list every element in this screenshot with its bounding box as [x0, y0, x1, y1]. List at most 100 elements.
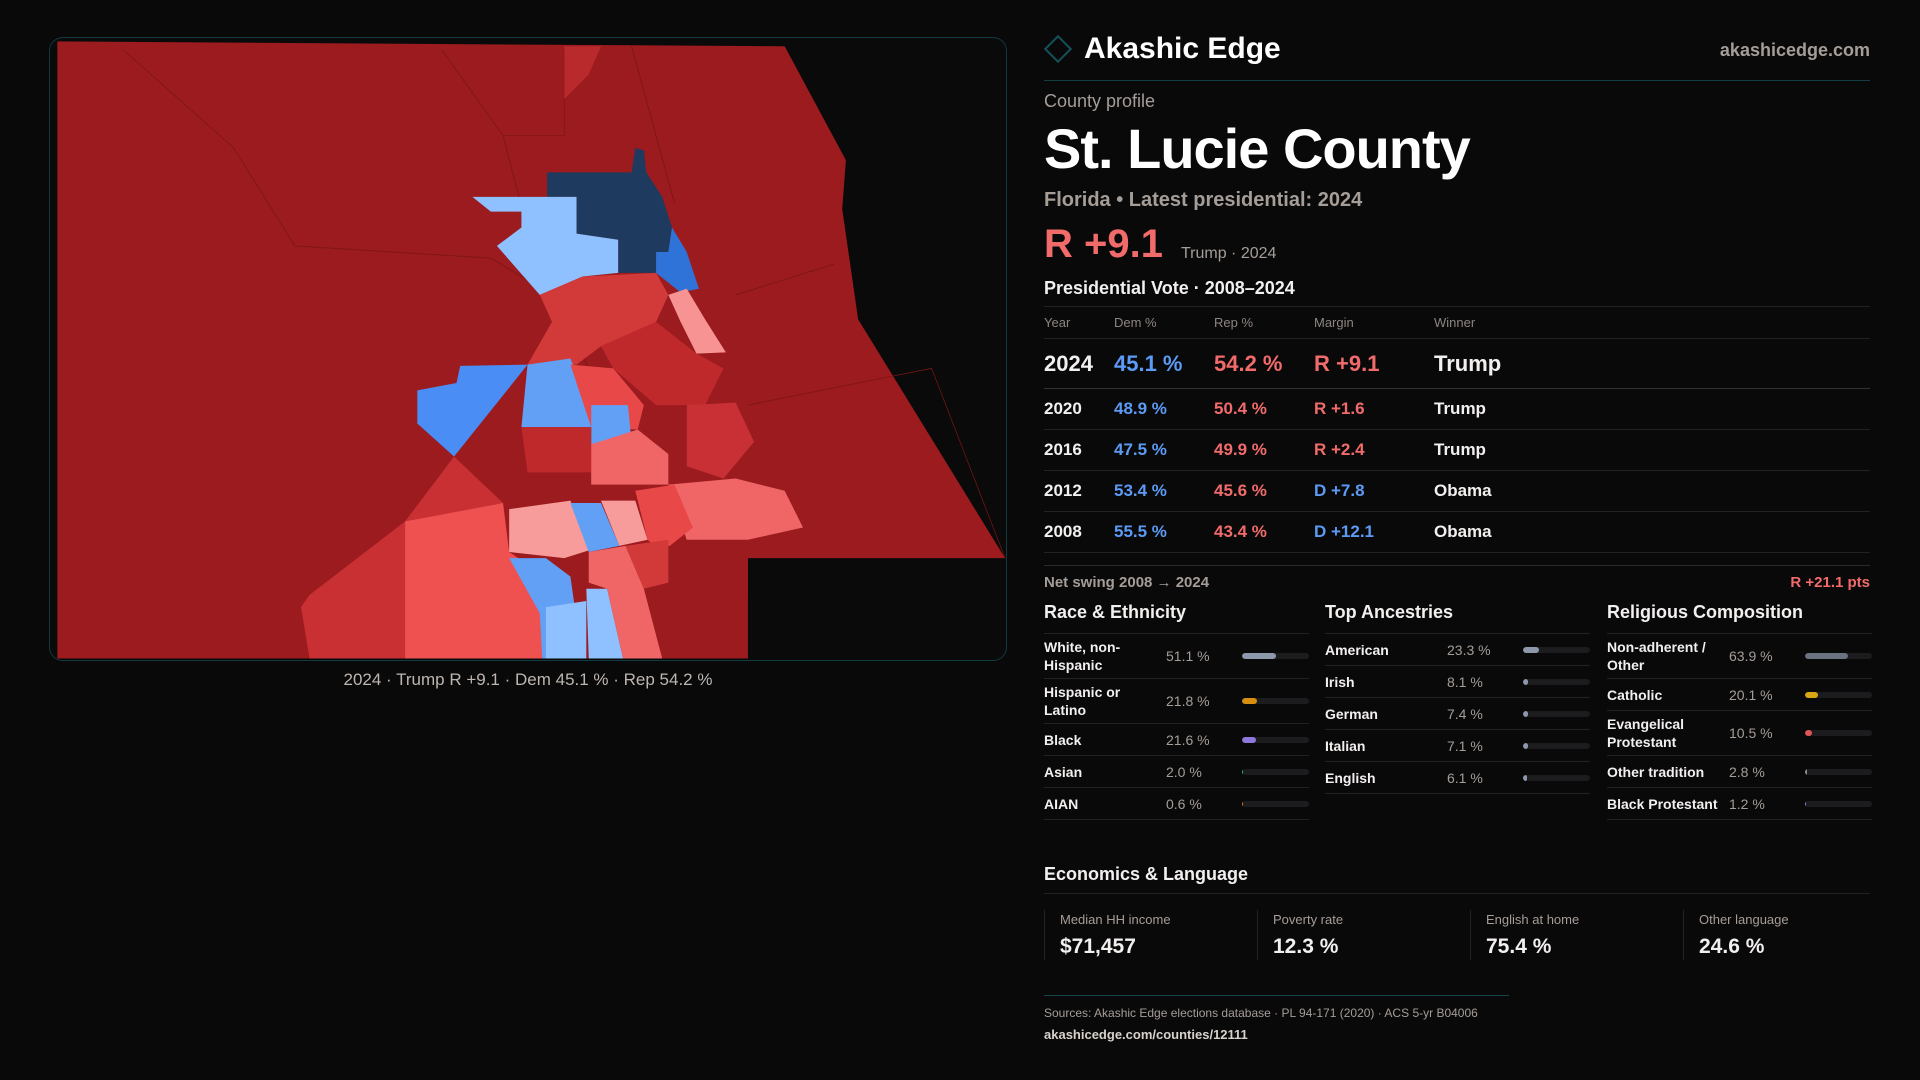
- race-bar: [1242, 736, 1309, 743]
- vote-winner: Obama: [1434, 470, 1870, 512]
- precinct-rep: [601, 321, 724, 406]
- religion-row: Black Protestant 1.2 %: [1607, 788, 1872, 820]
- precinct-rep-lean: [601, 500, 648, 546]
- precinct-dem: [417, 364, 528, 457]
- col-rep: Rep %: [1214, 306, 1314, 339]
- precinct-dem: [591, 405, 632, 445]
- race-row: Black 21.6 %: [1044, 724, 1309, 756]
- ancestry-row: American 23.3 %: [1325, 634, 1590, 666]
- race-label: White, non-Hispanic: [1044, 639, 1121, 673]
- economics-divider: [1044, 893, 1870, 894]
- vote-winner: Trump: [1434, 429, 1870, 471]
- race-row: Hispanic or Latino 21.8 %: [1044, 679, 1309, 724]
- stat-label: English at home: [1486, 912, 1580, 927]
- county-url-link[interactable]: akashicedge.com/counties/12111: [1044, 1027, 1248, 1042]
- vote-rep: 45.6 %: [1214, 470, 1314, 512]
- stat-label: Other language: [1699, 912, 1789, 927]
- religion-bar: [1805, 653, 1872, 659]
- vote-dem: 55.5 %: [1114, 511, 1214, 553]
- precinct-rep: [625, 539, 669, 589]
- precinct-rep: [635, 484, 693, 553]
- col-winner: Winner: [1434, 306, 1870, 339]
- precinct-map[interactable]: [49, 37, 1007, 661]
- stat-card-income: Median HH income $71,457: [1044, 910, 1257, 960]
- precinct-rep-lean: [509, 500, 592, 559]
- ancestry-row: English 6.1 %: [1325, 762, 1590, 794]
- ancestry-label: Italian: [1325, 737, 1366, 754]
- site-domain-link[interactable]: akashicedge.com: [1719, 40, 1870, 60]
- ancestry-bar-fill: [1523, 774, 1528, 781]
- race-value: 21.6 %: [1166, 731, 1210, 748]
- vote-year: 2012: [1044, 470, 1114, 512]
- vote-row: 2016 47.5 % 49.9 % R +2.4 Trump: [1044, 429, 1870, 471]
- ancestry-row: German 7.4 %: [1325, 698, 1590, 730]
- ancestry-label: German: [1325, 705, 1378, 722]
- race-bar-fill: [1242, 768, 1244, 775]
- vote-margin: R +2.4: [1314, 429, 1434, 471]
- religion-value: 1.2 %: [1729, 795, 1765, 812]
- vote-year: 2020: [1044, 388, 1114, 430]
- ancestry-label: English: [1325, 769, 1376, 786]
- vote-margin: R +1.6: [1314, 388, 1434, 430]
- ancestry-bar: [1523, 646, 1590, 653]
- precinct-dem: [521, 358, 592, 428]
- race-label: AIAN: [1044, 795, 1079, 812]
- religion-label: Non-adherent / Other: [1607, 639, 1706, 673]
- religion-bar-fill: [1805, 730, 1813, 736]
- col-margin: Margin: [1314, 306, 1434, 339]
- vote-dem: 45.1 %: [1114, 338, 1214, 389]
- race-bar-fill: [1242, 736, 1257, 743]
- race-label: Black: [1044, 731, 1082, 748]
- stat-label: Poverty rate: [1273, 912, 1344, 927]
- diamond-logo-icon: [1043, 34, 1073, 64]
- choropleth-map[interactable]: [49, 37, 1007, 661]
- ancestry-bar: [1523, 774, 1590, 781]
- brand-name: Akashic Edge: [1084, 32, 1281, 65]
- religion-bar-fill: [1805, 800, 1806, 807]
- brand[interactable]: Akashic Edge: [1043, 32, 1281, 66]
- race-bar: [1242, 768, 1309, 775]
- precinct-rep: [686, 402, 755, 479]
- religion-row: Non-adherent / Other 63.9 %: [1607, 634, 1872, 679]
- stat-value: 24.6 %: [1699, 935, 1765, 958]
- ancestry-value: 6.1 %: [1447, 769, 1483, 786]
- race-title: Race & Ethnicity: [1044, 602, 1309, 634]
- footer-divider: [1044, 995, 1509, 996]
- race-value: 2.0 %: [1166, 763, 1202, 780]
- religion-label: Evangelical Protestant: [1607, 716, 1685, 750]
- religion-title: Religious Composition: [1607, 602, 1872, 634]
- precinct-rep: [301, 456, 504, 659]
- vote-section-title: Presidential Vote · 2008–2024: [1044, 278, 1295, 298]
- headline-margin: R +9.1 Trump · 2024: [1044, 222, 1276, 267]
- religion-bar-fill: [1805, 768, 1807, 775]
- vote-rep: 50.4 %: [1214, 388, 1314, 430]
- vote-row: 2008 55.5 % 43.4 % D +12.1 Obama: [1044, 511, 1870, 553]
- precinct-rep: [591, 429, 669, 485]
- religion-row: Catholic 20.1 %: [1607, 679, 1872, 711]
- race-bar-fill: [1242, 800, 1243, 807]
- religion-bar-fill: [1805, 691, 1819, 698]
- ancestry-section: Top Ancestries American 23.3 % Irish 8.1 % Ge…: [1325, 602, 1590, 794]
- ancestry-row: Irish 8.1 %: [1325, 666, 1590, 698]
- ancestry-title: Top Ancestries: [1325, 602, 1590, 634]
- precinct-dem: [656, 227, 699, 293]
- ancestry-bar: [1523, 678, 1590, 685]
- religion-value: 10.5 %: [1729, 725, 1773, 741]
- vote-year: 2024: [1044, 338, 1114, 389]
- religion-bar: [1805, 800, 1872, 807]
- precinct-rep: [564, 46, 601, 99]
- ancestry-bar-fill: [1523, 742, 1528, 749]
- col-year: Year: [1044, 306, 1114, 339]
- precinct-dem-lean: [586, 588, 624, 659]
- ancestry-bar-fill: [1523, 710, 1528, 717]
- profile-kicker: County profile: [1044, 91, 1156, 111]
- ancestry-label: American: [1325, 641, 1389, 658]
- vote-margin: D +7.8: [1314, 470, 1434, 512]
- race-section: Race & Ethnicity White, non-Hispanic 51.1 …: [1044, 602, 1309, 820]
- religion-label: Black Protestant: [1607, 795, 1718, 812]
- stat-value: $71,457: [1060, 935, 1136, 958]
- race-bar: [1242, 653, 1309, 659]
- ancestry-bar: [1523, 710, 1590, 717]
- ancestry-bar-fill: [1523, 646, 1539, 653]
- precinct-dem-lean: [545, 601, 587, 659]
